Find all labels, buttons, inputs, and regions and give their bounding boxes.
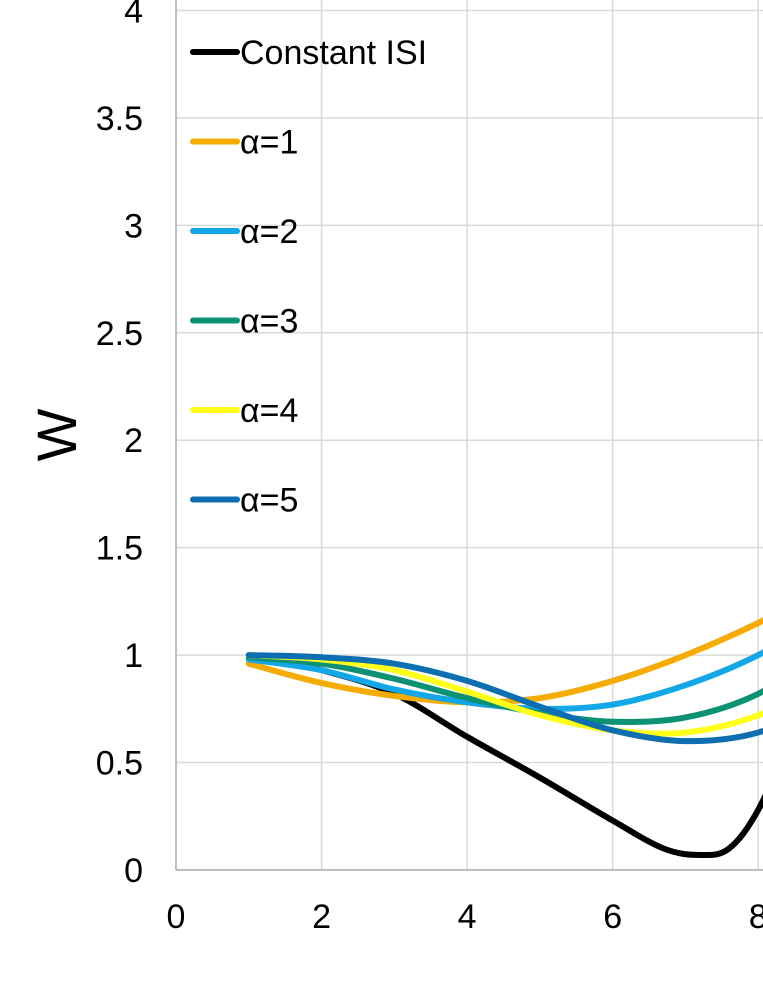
legend-item: α=5 [190, 482, 298, 520]
legend-item: α=4 [190, 392, 298, 430]
legend-label: α=1 [240, 124, 298, 162]
y-tick-label: 3.5 [96, 100, 143, 138]
legend-item: Constant ISI [190, 34, 427, 72]
series-line-5 [245, 652, 763, 745]
y-tick-label: 0.5 [96, 745, 143, 783]
legend-item: α=3 [190, 303, 298, 341]
legend-item: α=1 [190, 124, 298, 162]
legend: Constant ISI α=1 α=2 α=3 α=4 α=5 [190, 34, 427, 520]
legend-label: α=4 [240, 392, 298, 430]
legend-label: α=5 [240, 482, 298, 520]
y-axis-label: W [25, 408, 88, 461]
x-tick-label: 6 [603, 898, 622, 936]
y-tick-label: 1.5 [96, 530, 143, 568]
x-tick-label: 4 [458, 898, 477, 936]
y-tick-label: 1 [124, 637, 143, 675]
y-tick-label: 3 [124, 207, 143, 245]
y-tick-label: 2.5 [96, 315, 143, 353]
axes [175, 0, 763, 871]
legend-item: α=2 [190, 213, 298, 251]
x-tick-label: 8 [749, 898, 763, 936]
y-tick-label: 2 [124, 422, 143, 460]
series-lines [245, 617, 763, 859]
series-line-0 [245, 652, 763, 859]
x-tick-label: 0 [167, 898, 186, 936]
y-tick-label: 0 [124, 852, 143, 890]
legend-label: Constant ISI [240, 34, 427, 72]
y-tick-label: 4 [124, 0, 143, 30]
x-tick-label: 2 [312, 898, 331, 936]
series-line-1 [245, 617, 763, 706]
legend-label: α=3 [240, 303, 298, 341]
legend-label: α=2 [240, 213, 298, 251]
series-line-4 [245, 652, 763, 737]
